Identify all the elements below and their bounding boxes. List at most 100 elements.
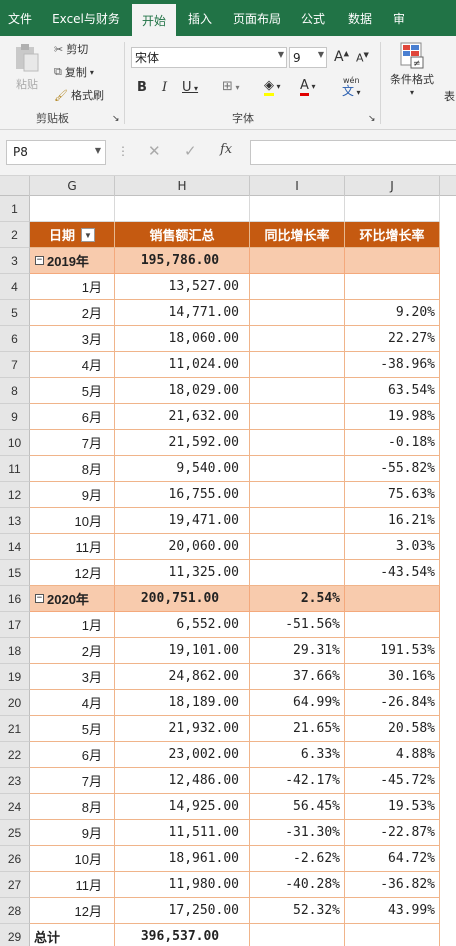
cell[interactable]: 8月 bbox=[30, 456, 115, 482]
cell[interactable]: -42.17% bbox=[250, 768, 345, 794]
cell[interactable]: 11月 bbox=[30, 534, 115, 560]
cell[interactable]: 7月 bbox=[30, 768, 115, 794]
formula-input[interactable] bbox=[250, 140, 456, 165]
tab-4[interactable]: 插入 bbox=[187, 11, 212, 26]
cell[interactable]: 21,932.00 bbox=[115, 716, 250, 742]
row-header[interactable]: 26 bbox=[0, 846, 30, 872]
row-header[interactable]: 2 bbox=[0, 222, 30, 248]
collapse-icon[interactable]: − bbox=[35, 593, 44, 603]
cell[interactable]: 6.33% bbox=[250, 742, 345, 768]
cell[interactable]: 11,511.00 bbox=[115, 820, 250, 846]
cell[interactable]: 64.99% bbox=[250, 690, 345, 716]
cell[interactable]: 10月 bbox=[30, 846, 115, 872]
bold-button[interactable]: B bbox=[137, 80, 147, 95]
cell[interactable]: 5月 bbox=[30, 378, 115, 404]
cell[interactable]: 12,486.00 bbox=[115, 768, 250, 794]
cell[interactable]: 18,961.00 bbox=[115, 846, 250, 872]
row-header[interactable]: 7 bbox=[0, 352, 30, 378]
cell[interactable]: 10月 bbox=[30, 508, 115, 534]
row-header[interactable]: 5 bbox=[0, 300, 30, 326]
cell[interactable]: 4.88% bbox=[345, 742, 440, 768]
tab-8[interactable]: 审 bbox=[392, 11, 405, 26]
cell[interactable] bbox=[250, 352, 345, 378]
cell[interactable]: 8月 bbox=[30, 794, 115, 820]
clipboard-launcher-icon[interactable]: ↘ bbox=[112, 114, 120, 124]
cell[interactable] bbox=[250, 508, 345, 534]
font-size-select[interactable]: 9 ▼ bbox=[289, 47, 327, 68]
cut-button[interactable]: ✂ 剪切 bbox=[54, 41, 88, 57]
tab-6[interactable]: 公式 bbox=[300, 11, 325, 26]
cell[interactable]: 75.63% bbox=[345, 482, 440, 508]
cell[interactable]: -2.62% bbox=[250, 846, 345, 872]
cell[interactable]: 3月 bbox=[30, 664, 115, 690]
row-header[interactable]: 17 bbox=[0, 612, 30, 638]
row-header[interactable]: 29 bbox=[0, 924, 30, 946]
cell[interactable]: 43.99% bbox=[345, 898, 440, 924]
cell[interactable]: -22.87% bbox=[345, 820, 440, 846]
row-header[interactable]: 15 bbox=[0, 560, 30, 586]
cell[interactable] bbox=[250, 430, 345, 456]
cell[interactable]: 13,527.00 bbox=[115, 274, 250, 300]
cell[interactable]: -0.18% bbox=[345, 430, 440, 456]
header-cell-sum[interactable]: 销售额汇总 bbox=[115, 222, 250, 248]
cell[interactable]: 3.03% bbox=[345, 534, 440, 560]
cell[interactable] bbox=[345, 196, 440, 222]
cell[interactable]: 12月 bbox=[30, 560, 115, 586]
cell[interactable]: 5月 bbox=[30, 716, 115, 742]
cell[interactable]: 24,862.00 bbox=[115, 664, 250, 690]
cell[interactable]: 16,755.00 bbox=[115, 482, 250, 508]
cell[interactable] bbox=[115, 196, 250, 222]
row-header[interactable]: 11 bbox=[0, 456, 30, 482]
cell[interactable]: 17,250.00 bbox=[115, 898, 250, 924]
row-header[interactable]: 10 bbox=[0, 430, 30, 456]
insert-function-icon[interactable]: fx bbox=[220, 142, 233, 157]
cell[interactable]: 19,471.00 bbox=[115, 508, 250, 534]
cell[interactable] bbox=[250, 274, 345, 300]
underline-button[interactable]: U ▾ bbox=[182, 80, 198, 95]
cell[interactable]: 64.72% bbox=[345, 846, 440, 872]
header-cell-yoy[interactable]: 同比增长率 bbox=[250, 222, 345, 248]
cell[interactable]: −2019年 bbox=[30, 248, 115, 274]
cell[interactable] bbox=[345, 586, 440, 612]
cell[interactable]: 9.20% bbox=[345, 300, 440, 326]
cell[interactable] bbox=[250, 300, 345, 326]
tab-2[interactable]: Excel与财务 bbox=[52, 11, 120, 26]
tab-1[interactable]: 文件 bbox=[7, 11, 32, 26]
cell[interactable] bbox=[345, 274, 440, 300]
cell[interactable]: −2020年 bbox=[30, 586, 115, 612]
font-launcher-icon[interactable]: ↘ bbox=[368, 114, 376, 124]
cell[interactable] bbox=[250, 924, 345, 946]
table-format-button[interactable]: 表 bbox=[444, 90, 455, 103]
cell[interactable]: 16.21% bbox=[345, 508, 440, 534]
enter-icon[interactable]: ✓ bbox=[184, 142, 197, 160]
row-header[interactable]: 19 bbox=[0, 664, 30, 690]
borders-button[interactable]: ⊞ ▾ bbox=[222, 79, 239, 94]
row-header[interactable]: 25 bbox=[0, 820, 30, 846]
cell[interactable]: 9,540.00 bbox=[115, 456, 250, 482]
row-header[interactable]: 28 bbox=[0, 898, 30, 924]
conditional-format-button[interactable]: ≠ 条件格式 ▾ bbox=[390, 40, 434, 97]
cell[interactable]: 11,024.00 bbox=[115, 352, 250, 378]
cell[interactable]: 4月 bbox=[30, 690, 115, 716]
row-header[interactable]: 6 bbox=[0, 326, 30, 352]
row-header[interactable]: 24 bbox=[0, 794, 30, 820]
row-header[interactable]: 3 bbox=[0, 248, 30, 274]
fill-color-button[interactable]: ◈ ▾ bbox=[264, 78, 281, 96]
cell[interactable]: 2月 bbox=[30, 638, 115, 664]
shrink-font-button[interactable]: A▼ bbox=[356, 51, 369, 65]
cell[interactable] bbox=[250, 378, 345, 404]
column-header[interactable]: G bbox=[30, 176, 115, 196]
cell[interactable]: 6月 bbox=[30, 404, 115, 430]
cell[interactable]: -43.54% bbox=[345, 560, 440, 586]
font-color-button[interactable]: A ▾ bbox=[300, 78, 315, 96]
row-header[interactable]: 1 bbox=[0, 196, 30, 222]
cell[interactable] bbox=[30, 196, 115, 222]
row-header[interactable]: 23 bbox=[0, 768, 30, 794]
format-painter-button[interactable]: 🖌 格式刷 bbox=[54, 87, 104, 103]
paste-button[interactable]: 粘贴 bbox=[12, 42, 42, 92]
italic-button[interactable]: I bbox=[162, 80, 168, 95]
cell[interactable]: 19.53% bbox=[345, 794, 440, 820]
cell[interactable]: 11,980.00 bbox=[115, 872, 250, 898]
cell[interactable]: -38.96% bbox=[345, 352, 440, 378]
cell[interactable]: 1月 bbox=[30, 612, 115, 638]
